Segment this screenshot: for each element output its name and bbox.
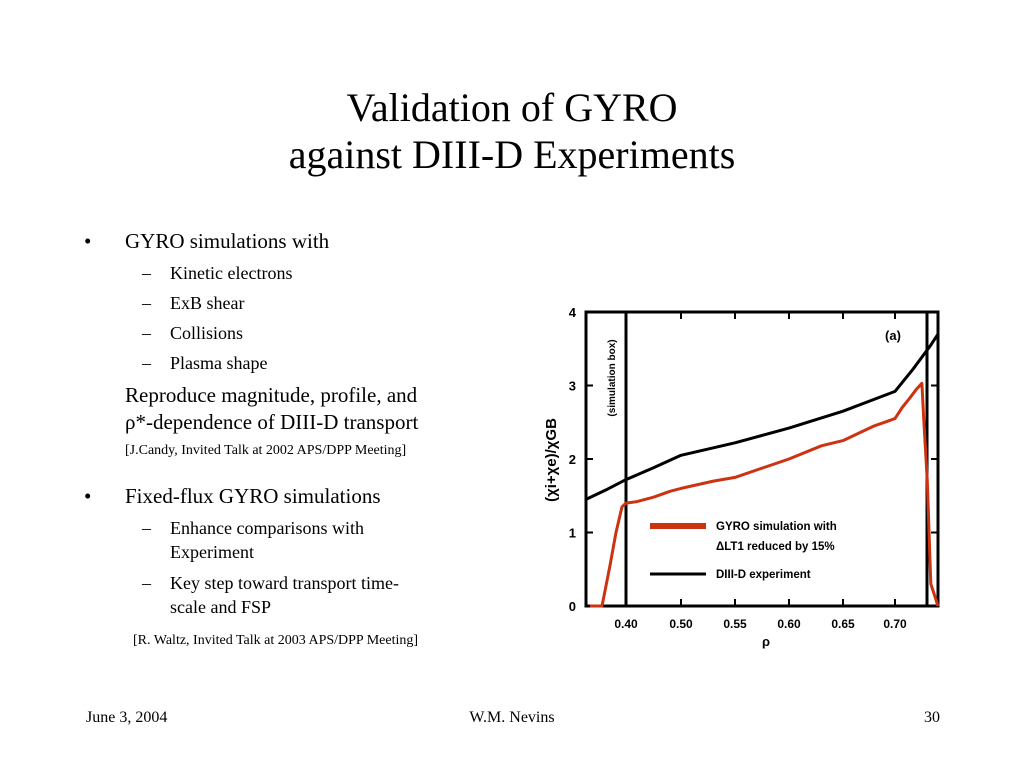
legend-label: DIII-D experiment [716, 569, 811, 581]
reference-waltz: [R. Waltz, Invited Talk at 2003 APS/DPP … [133, 633, 419, 648]
chart-figure: 0.40 0.50 0.55 0.60 0.65 0.70 0 1 2 3 4 ρ (χi+χe)/χG… [538, 300, 948, 660]
legend-label-line2: ΔLT1 reduced by 15% [716, 541, 835, 553]
bullet-text: GYRO simulations with [125, 229, 330, 253]
reproduce-line-2: ρ*-dependence of DIII-D transport [125, 410, 419, 434]
sub-text: Key step toward transport time- [170, 573, 399, 593]
footer-author: W.M. Nevins [469, 709, 555, 726]
y-tick-label: 0 [569, 599, 576, 614]
x-axis-label: ρ [762, 634, 770, 649]
sub-text: Kinetic electrons [170, 263, 293, 283]
legend-label: GYRO simulation with [716, 521, 837, 533]
sub-text: Collisions [170, 323, 244, 343]
reference-candy: [J.Candy, Invited Talk at 2002 APS/DPP M… [125, 443, 407, 458]
plot-frame [584, 310, 940, 608]
sub-dash: – [142, 263, 151, 283]
x-tick-label: 0.60 [777, 617, 801, 631]
y-tick-label: 3 [569, 379, 576, 394]
y-axis-label: (χi+χe)/χGB [543, 418, 560, 502]
reproduce-line-1: Reproduce magnitude, profile, and [125, 383, 418, 407]
title-line-1: Validation of GYRO [346, 85, 678, 130]
bullet-dot: • [84, 484, 92, 508]
y-tick-label: 4 [569, 305, 577, 320]
chart-svg: 0.40 0.50 0.55 0.60 0.65 0.70 0 1 2 3 4 ρ (χi+χe)/χG… [543, 305, 940, 649]
y-tick-label: 2 [569, 452, 576, 467]
panel-label: (a) [885, 328, 901, 343]
slide-title: Validation of GYRO against DIII-D Experi… [0, 84, 1024, 178]
sub-text: Experiment [170, 542, 254, 562]
x-tick-label: 0.55 [723, 617, 747, 631]
series-diiid-line [585, 333, 940, 501]
sub-text: Enhance comparisons with [170, 518, 364, 538]
x-tick-label: 0.40 [614, 617, 638, 631]
x-tick-label: 0.50 [669, 617, 693, 631]
footer-page-number: 30 [924, 709, 940, 726]
sub-dash: – [142, 293, 151, 313]
x-tick-label: 0.70 [883, 617, 907, 631]
simulation-box-annotation: (simulation box) [607, 339, 618, 416]
x-tick-label: 0.65 [831, 617, 855, 631]
footer-date: June 3, 2004 [86, 709, 168, 726]
y-tick-label: 1 [569, 526, 576, 541]
sub-dash: – [142, 353, 151, 373]
sub-text: scale and FSP [170, 597, 271, 617]
sub-dash: – [142, 573, 151, 593]
sub-text: Plasma shape [170, 353, 268, 373]
series-gyro-line [590, 381, 940, 608]
bullet-dot: • [84, 229, 92, 253]
bullet-text: Fixed-flux GYRO simulations [125, 484, 381, 508]
title-line-2: against DIII-D Experiments [288, 132, 736, 177]
sub-dash: – [142, 518, 151, 538]
sub-dash: – [142, 323, 151, 343]
sub-text: ExB shear [170, 293, 245, 313]
